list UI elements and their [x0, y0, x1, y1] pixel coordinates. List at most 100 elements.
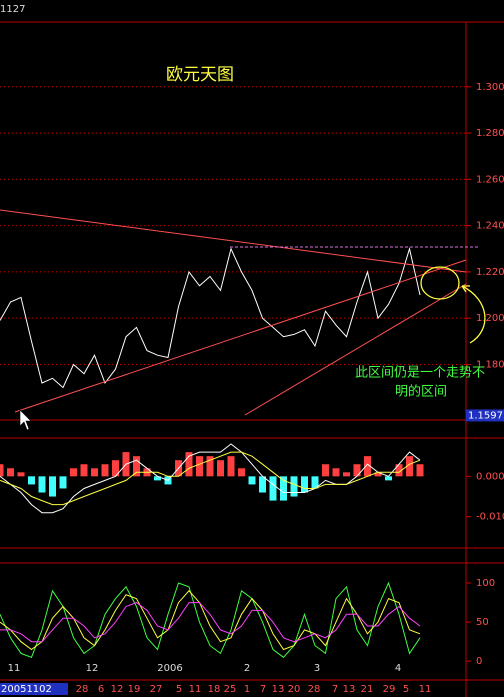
histogram-bar — [38, 476, 46, 493]
data-line — [0, 590, 421, 651]
month-label: 2006 — [157, 663, 182, 674]
date-highlight — [0, 683, 68, 695]
y-tick-label: 100 — [476, 578, 495, 589]
y-tick-label: 0.000 — [476, 471, 504, 482]
histogram-bar — [0, 464, 4, 477]
frame — [0, 21, 504, 697]
histogram-bar — [217, 460, 224, 477]
histogram-bar — [185, 452, 193, 477]
date-label: 25 — [224, 684, 237, 695]
data-line — [0, 246, 421, 389]
annotation-arrow — [461, 285, 486, 344]
y-tick-label: 50 — [476, 617, 489, 628]
histogram-bar — [280, 476, 287, 501]
header-text: 1127 — [0, 4, 25, 15]
date-label: 20 — [288, 684, 301, 695]
date-label: 28 — [76, 684, 89, 695]
histogram-bar — [196, 456, 203, 477]
histogram-bar — [322, 464, 329, 477]
arrow-head — [461, 285, 470, 293]
date-label: 6 — [98, 684, 104, 695]
month-label: 2 — [244, 663, 250, 674]
y-tick-label: -0.010 — [476, 512, 504, 523]
annotation: 此区间仍是一个走势不 — [355, 365, 485, 381]
date-label: 5 — [403, 684, 409, 695]
histogram-bar — [301, 476, 308, 493]
histogram-bar — [112, 460, 119, 477]
y-tick-label: 1.240 — [476, 221, 504, 232]
last-price-box — [466, 409, 504, 422]
histogram-bar — [133, 456, 140, 477]
histogram-bar — [395, 464, 403, 477]
trend-line — [0, 209, 467, 273]
histogram-bar — [28, 476, 35, 485]
histogram-bar — [374, 472, 382, 477]
plots: 1.300 1.280 1.260 1.240 1.220 1.200 1.180 1.159… — [0, 82, 504, 695]
date-label: 18 — [208, 684, 221, 695]
histogram-bar — [259, 476, 266, 493]
date-label: 13 — [272, 684, 285, 695]
date-label: 13 — [343, 684, 356, 695]
histogram-bar — [248, 476, 256, 485]
month-label: 11 — [8, 663, 21, 674]
highlight-ellipse — [420, 266, 460, 300]
histogram-bar — [290, 476, 298, 497]
date-label: 11 — [189, 684, 202, 695]
y-tick-label: 1.220 — [476, 267, 504, 278]
date-label: 7 — [332, 684, 338, 695]
trend-line — [244, 283, 467, 416]
date-label: 11 — [419, 684, 432, 695]
last-price-label: 1.1597 — [468, 410, 503, 421]
histogram-bar — [311, 476, 319, 489]
date-label: 28 — [308, 684, 321, 695]
histogram-bar — [7, 468, 14, 477]
date-label: 19 — [128, 684, 141, 695]
data-line — [0, 602, 421, 643]
histogram-bar — [406, 456, 413, 477]
y-tick-label: 1.200 — [476, 313, 504, 324]
month-label: 3 — [314, 663, 320, 674]
date-label: 12 — [111, 684, 124, 695]
date-label: 29 — [383, 684, 396, 695]
y-tick-label: 1.300 — [476, 82, 504, 93]
histogram-bar — [17, 472, 25, 477]
histogram-bar — [49, 476, 56, 497]
date-label: 5 — [176, 684, 182, 695]
histogram-bar — [91, 468, 98, 477]
histogram-bar — [59, 476, 67, 489]
histogram-bar — [269, 476, 277, 501]
date-label: 1 — [244, 684, 250, 695]
y-tick-label: 1.180 — [476, 359, 504, 370]
date-label: 21 — [361, 684, 374, 695]
histogram-bar — [101, 464, 109, 477]
date-label: 7 — [260, 684, 266, 695]
histogram-bar — [227, 456, 235, 477]
date-label: 20051102 — [1, 684, 52, 695]
date-label: 27 — [150, 684, 163, 695]
annotation: 明的区间 — [395, 384, 447, 400]
histogram-bar — [364, 456, 371, 477]
month-label: 4 — [395, 663, 401, 674]
trend-line — [14, 259, 467, 413]
histogram-bar — [206, 456, 214, 477]
histogram-bar — [343, 472, 350, 477]
histogram-bar — [353, 464, 361, 477]
data-line — [0, 451, 421, 506]
histogram-bar — [332, 468, 340, 477]
histogram-bar — [385, 476, 392, 481]
histogram-bar — [70, 468, 77, 477]
y-tick-label: 1.260 — [476, 174, 504, 185]
month-label: 12 — [86, 663, 99, 674]
histogram-bar — [154, 476, 161, 481]
histogram-bar — [80, 464, 88, 477]
cursor — [19, 409, 32, 431]
data-line — [0, 443, 421, 514]
histogram-bar — [238, 468, 245, 477]
data-line — [0, 581, 421, 658]
histogram-bar — [416, 464, 424, 477]
chart-title: 欧元天图 — [166, 65, 234, 85]
trend-lines — [0, 209, 486, 416]
